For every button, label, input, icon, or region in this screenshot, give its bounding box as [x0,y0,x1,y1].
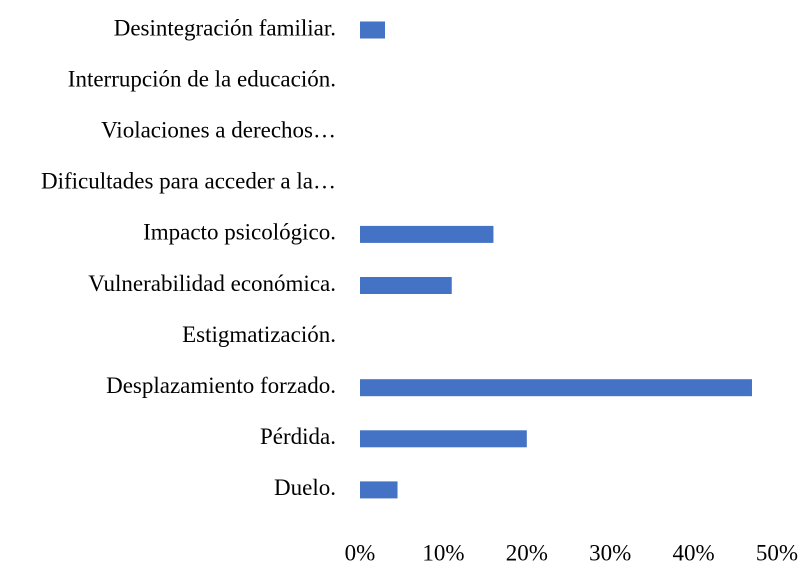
y-tick-label: Interrupción de la educación. [68,66,336,91]
y-tick-label: Dificultades para acceder a la… [41,169,336,194]
x-tick-label: 20% [506,540,548,565]
x-tick-label: 50% [756,540,798,565]
bar [360,21,386,39]
x-tick-label: 30% [589,540,631,565]
bar [360,277,452,294]
bar [360,379,752,397]
x-tick-label: 0% [345,540,376,565]
bar [360,481,398,499]
y-tick-label: Desintegración familiar. [114,15,336,40]
y-tick-label: Impacto psicológico. [143,220,336,245]
y-tick-label: Vulnerabilidad económica. [88,271,336,296]
bar [360,430,527,448]
x-tick-label: 40% [673,540,715,565]
y-tick-label: Pérdida. [260,424,336,449]
bar [360,225,494,243]
x-tick-label: 10% [422,540,464,565]
y-tick-label: Violaciones a derechos… [101,117,336,142]
y-tick-label: Duelo. [274,475,336,500]
y-tick-label: Estigmatización. [182,322,336,347]
y-tick-label: Desplazamiento forzado. [106,373,336,398]
